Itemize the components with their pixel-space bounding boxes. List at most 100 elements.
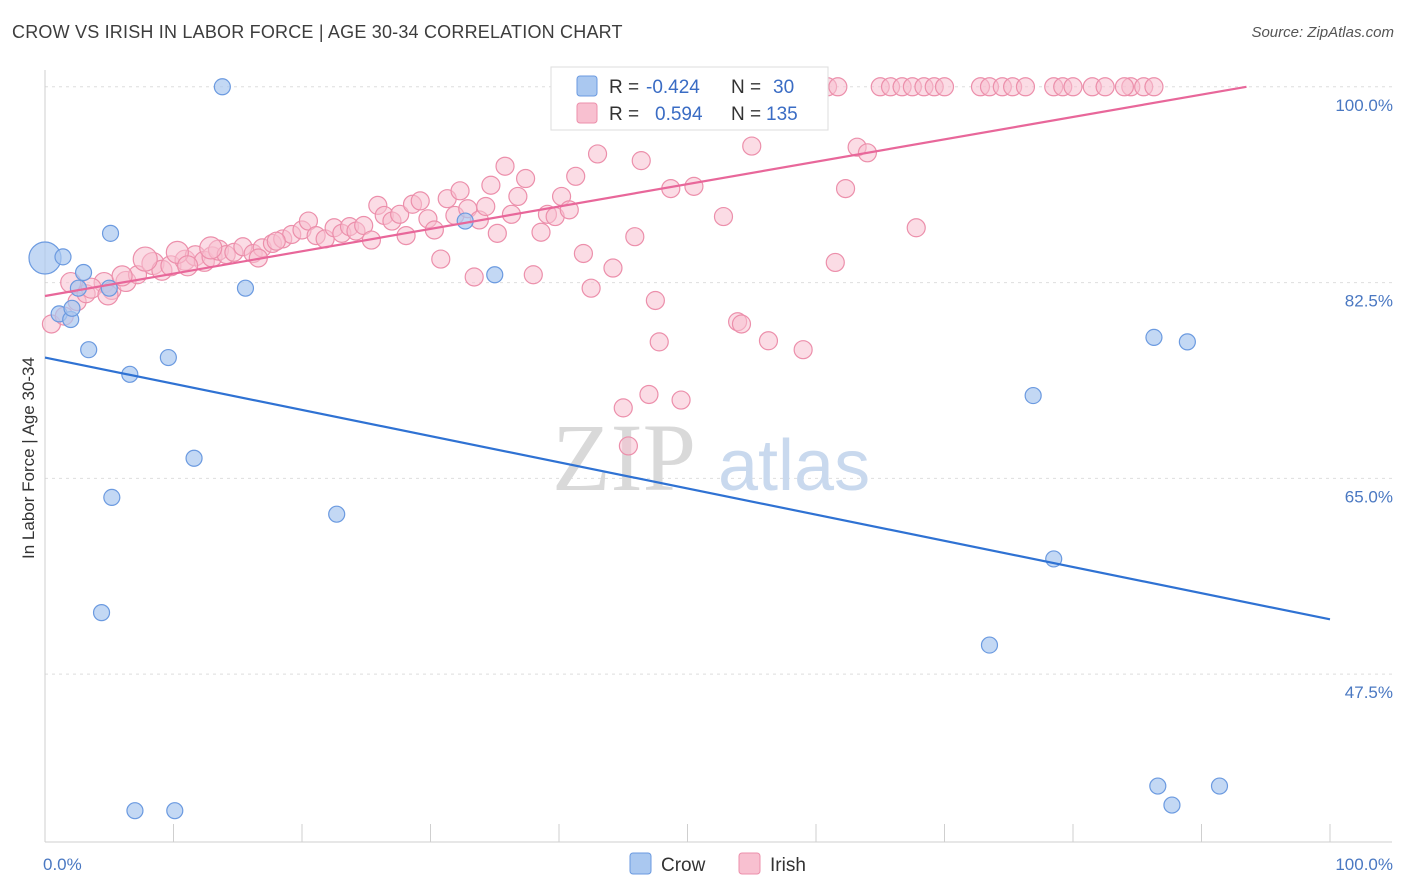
stats-legend: R = -0.424 N = 30 R = 0.594 N = 135 [550, 66, 829, 131]
series-legend: Crow Irish [629, 852, 806, 876]
irish-point [523, 265, 543, 285]
trendlines [44, 85, 1331, 621]
irish-point [464, 267, 484, 287]
irish-point [649, 332, 669, 352]
crow-point [1210, 777, 1229, 795]
irish-point [199, 236, 223, 260]
irish-point [713, 206, 734, 227]
tick-labels: 100.0% 82.5% 65.0% 47.5% 0.0% 100.0% [43, 96, 1393, 874]
irish-point [613, 398, 633, 418]
y-tick-label: 82.5% [1345, 292, 1393, 311]
y-tick-label: 100.0% [1335, 96, 1393, 115]
irish-trendline [44, 85, 1247, 298]
irish-point [515, 168, 536, 189]
legend-irish-n-label: N = [731, 104, 761, 125]
irish-point [431, 249, 451, 269]
irish-point [390, 204, 410, 224]
crow-point [213, 78, 231, 96]
crow-point [980, 636, 999, 654]
irish-point [639, 384, 659, 405]
legend-crow-n-label: N = [731, 77, 761, 98]
irish-point [631, 151, 651, 171]
legend-irish-r-value: 0.594 [655, 104, 703, 125]
irish-point [266, 231, 286, 251]
irish-point [625, 227, 645, 247]
irish-point [934, 77, 955, 97]
irish-point [825, 252, 845, 273]
irish-point [1144, 77, 1164, 97]
crow-point [80, 341, 98, 359]
irish-legend-swatch [576, 102, 598, 124]
axes [44, 70, 1392, 843]
irish-point [828, 77, 848, 97]
crow-point [328, 505, 346, 523]
irish-point [645, 290, 665, 311]
irish-point [508, 186, 528, 207]
irish-point [495, 156, 515, 176]
irish-point [476, 196, 496, 217]
gridlines [45, 86, 1392, 675]
crow-point [101, 224, 120, 242]
irish-point [450, 181, 470, 201]
irish-point [1063, 77, 1083, 97]
y-tick-label: 65.0% [1345, 487, 1393, 506]
irish-point [835, 178, 856, 199]
crow-point [126, 802, 144, 820]
source-label: Source: ZipAtlas.com [1251, 24, 1394, 41]
crow-point [63, 299, 81, 317]
crow-series-swatch [629, 852, 652, 875]
irish-point [618, 436, 638, 456]
irish-point [906, 218, 926, 238]
irish-point [684, 176, 704, 196]
crow-point [166, 802, 184, 820]
crow-point [92, 604, 111, 622]
crow-point [1145, 328, 1163, 347]
y-axis-label: In Labor Force | Age 30-34 [19, 357, 38, 559]
irish-point [603, 258, 623, 278]
watermark-zip: ZIP [552, 404, 696, 511]
crow-point [236, 279, 255, 297]
irish-point [587, 144, 608, 164]
irish-point [742, 136, 762, 156]
irish-series-swatch [738, 852, 761, 875]
crow-point [185, 449, 203, 467]
legend-irish-r-label: R = [609, 104, 639, 125]
irish-series-label: Irish [770, 855, 806, 876]
crow-point [159, 348, 177, 367]
irish-point [758, 331, 779, 351]
crow-point [1163, 796, 1181, 814]
irish-point [487, 223, 507, 243]
crow-legend-swatch [576, 75, 598, 97]
irish-point [1114, 77, 1135, 97]
irish-point [731, 314, 752, 334]
irish-point [481, 175, 501, 195]
irish-point [396, 225, 416, 246]
irish-point [566, 166, 586, 186]
crow-series-label: Crow [661, 855, 706, 876]
irish-point [573, 243, 594, 264]
crow-point [74, 263, 93, 282]
legend-irish-n-value: 135 [766, 104, 798, 125]
crow-trendline [44, 356, 1331, 621]
crow-point [54, 248, 72, 266]
legend-crow-r-label: R = [609, 77, 639, 98]
crow-point [1024, 386, 1042, 405]
crow-point [103, 488, 121, 506]
irish-point [793, 340, 813, 360]
chart-title: CROW VS IRISH IN LABOR FORCE | AGE 30-34… [12, 22, 623, 42]
irish-point [671, 390, 691, 410]
x-tick-label-min: 0.0% [43, 855, 82, 874]
crow-point [100, 279, 118, 297]
watermark-atlas: atlas [718, 426, 870, 506]
crow-point [1149, 777, 1167, 795]
irish-point [1015, 77, 1036, 97]
irish-point [581, 278, 601, 298]
x-tick-label-max: 100.0% [1335, 855, 1393, 874]
y-tick-label: 47.5% [1345, 683, 1393, 702]
irish-point [410, 191, 430, 211]
irish-point [1095, 77, 1115, 97]
irish-point [132, 246, 158, 272]
irish-point [531, 222, 551, 242]
crow-point [1178, 333, 1196, 351]
